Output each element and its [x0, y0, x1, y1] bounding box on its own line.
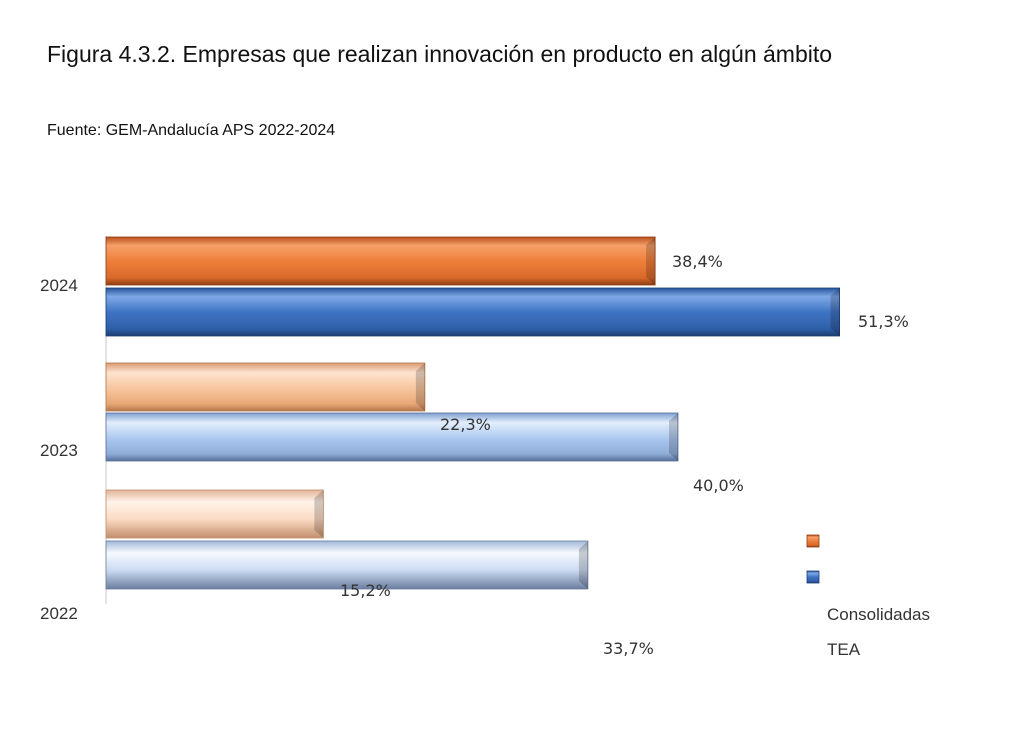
legend-label-tea: TEA — [827, 640, 861, 659]
data-label-tea-2023: 40,0% — [693, 476, 744, 495]
legend-swatch-consolidadas — [806, 534, 820, 548]
legend-label-consolidadas: Consolidadas — [827, 605, 930, 624]
bar-tea-2023 — [105, 412, 679, 462]
bar-bevel-consolidadas-2023 — [415, 363, 425, 411]
y-tick-label-2023: 2023 — [40, 441, 78, 460]
bar-bevel-tea-2023 — [669, 413, 678, 461]
data-label-tea-2024: 51,3% — [858, 312, 909, 331]
data-label-consolidadas-2022: 15,2% — [340, 581, 391, 600]
data-label-consolidadas-2024: 38,4% — [672, 252, 723, 271]
bar-tea-2024 — [105, 287, 840, 337]
bar-consolidadas-2023 — [105, 362, 426, 412]
y-tick-label-2022: 2022 — [40, 604, 78, 623]
legend: Consolidadas TEA — [806, 534, 930, 659]
data-label-group: 38,4% 51,3% 22,3% 40,0% 15,2% 33,7% — [340, 252, 909, 658]
bar-consolidadas-2022 — [105, 489, 324, 539]
y-tick-label-2024: 2024 — [40, 276, 78, 295]
bar-bevel-tea-2024 — [830, 288, 840, 336]
legend-swatch-tea — [806, 570, 820, 584]
bar-consolidadas-2024 — [105, 236, 656, 286]
chart-title: Figura 4.3.2. Empresas que realizan inno… — [47, 41, 833, 67]
bar-bevel-consolidadas-2022 — [314, 490, 324, 538]
bar-tea-2022 — [105, 540, 589, 590]
bar-bevel-tea-2022 — [578, 541, 588, 589]
chart-subtitle: Fuente: GEM-Andalucía APS 2022-2024 — [47, 122, 336, 139]
bar-group — [105, 236, 840, 590]
data-label-tea-2022: 33,7% — [603, 639, 654, 658]
bar-bevel-consolidadas-2024 — [646, 237, 656, 285]
data-label-consolidadas-2023: 22,3% — [440, 415, 491, 434]
